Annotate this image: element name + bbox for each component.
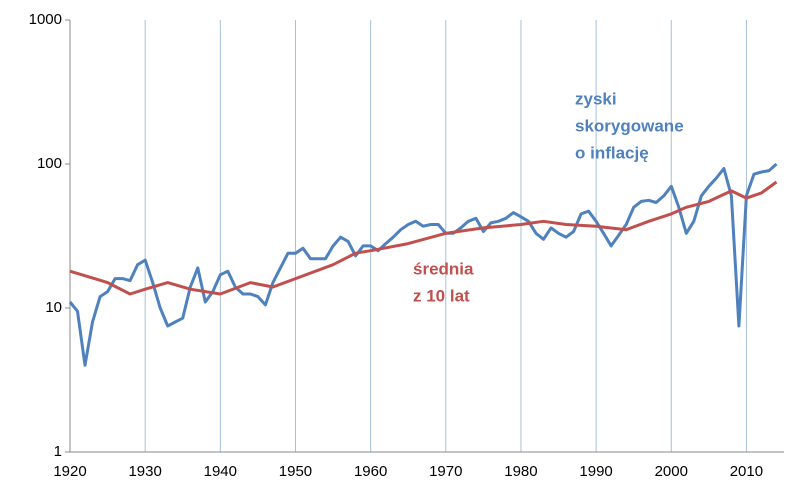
x-tick-label: 1970	[429, 463, 462, 480]
y-tick-label: 1000	[29, 11, 62, 28]
y-tick-label: 10	[45, 299, 62, 316]
x-tick-label: 1930	[128, 463, 161, 480]
annotation: o inflację	[575, 143, 649, 162]
line-series	[68, 162, 778, 367]
line-series	[69, 180, 778, 296]
x-tick-label: 2010	[730, 463, 763, 480]
annotation: zyski	[575, 89, 617, 108]
y-tick-label: 100	[37, 155, 62, 172]
annotation: średnia	[413, 259, 474, 278]
x-tick-label: 1980	[504, 463, 537, 480]
annotation: z 10 lat	[413, 286, 470, 305]
x-tick-label: 2000	[655, 463, 688, 480]
y-tick-label: 1	[54, 443, 62, 460]
x-tick-label: 1920	[53, 463, 86, 480]
x-tick-label: 1950	[279, 463, 312, 480]
x-tick-label: 1990	[579, 463, 612, 480]
x-tick-label: 1940	[204, 463, 237, 480]
annotation: skorygowane	[575, 116, 684, 135]
x-tick-label: 1960	[354, 463, 387, 480]
